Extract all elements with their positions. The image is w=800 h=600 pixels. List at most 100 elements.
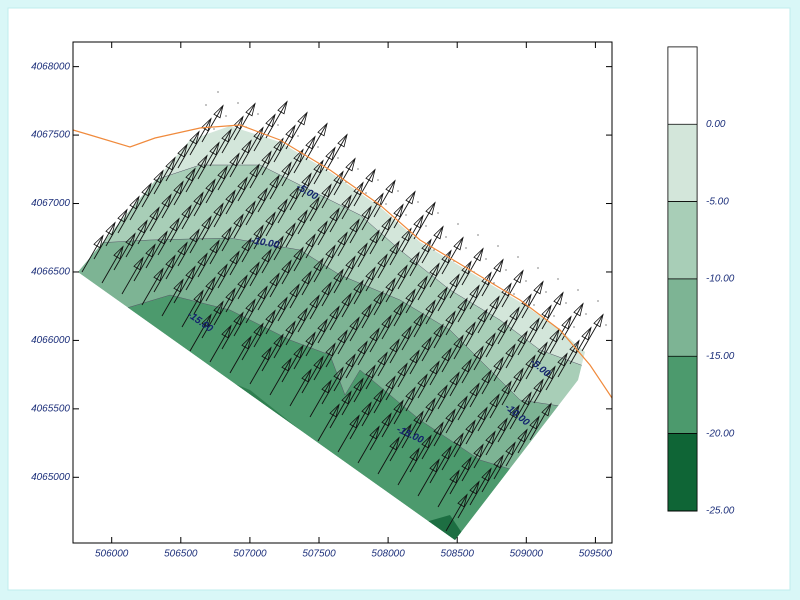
vector	[397, 252, 420, 290]
vector-head	[133, 256, 144, 271]
vector	[365, 352, 388, 390]
vector	[317, 208, 340, 246]
vector-head	[457, 493, 468, 508]
vector	[217, 153, 240, 191]
vector-head	[413, 312, 424, 327]
vector-head	[173, 278, 184, 293]
vector	[477, 296, 500, 334]
vector-head	[289, 283, 300, 298]
vector	[385, 265, 408, 303]
x-tick-label: 507500	[302, 549, 336, 560]
vector-head	[405, 386, 416, 401]
vector	[221, 116, 244, 154]
colorbar-band	[667, 433, 698, 512]
vector	[445, 298, 468, 336]
vector-head	[277, 296, 288, 311]
vector-head	[461, 358, 472, 373]
vector	[105, 209, 128, 247]
vector	[197, 142, 220, 180]
vector	[249, 347, 272, 385]
vector-dot	[553, 315, 555, 317]
vector	[397, 350, 420, 388]
vector-head	[265, 309, 276, 324]
vector-head	[333, 366, 344, 381]
vector-head	[213, 202, 224, 217]
vector-head	[401, 423, 412, 438]
vector	[265, 297, 288, 335]
vector-head	[561, 315, 572, 330]
vector	[101, 246, 124, 284]
vector-head	[533, 280, 544, 295]
vector-head	[557, 352, 568, 367]
vector	[181, 192, 204, 230]
vector-head	[517, 428, 528, 443]
vector-dot	[477, 234, 479, 236]
vector	[249, 249, 272, 287]
vector-head	[521, 293, 532, 308]
vector-head	[193, 289, 204, 304]
vector	[321, 269, 344, 307]
vector	[269, 162, 292, 200]
vector-head	[341, 390, 352, 405]
vector-head	[441, 249, 452, 264]
vector	[373, 278, 396, 316]
vector	[185, 155, 208, 193]
vector	[441, 335, 464, 373]
vector	[233, 299, 256, 337]
vector	[413, 300, 436, 338]
vector	[533, 366, 556, 404]
vector	[413, 398, 436, 436]
vector-head	[257, 285, 268, 300]
vector	[389, 424, 412, 462]
vector-head	[233, 115, 244, 130]
vector-head	[157, 230, 168, 245]
x-tick-label: 509500	[579, 549, 613, 560]
vector-head	[381, 314, 392, 329]
vector-head	[209, 239, 220, 254]
vector	[481, 259, 504, 297]
vector-head	[393, 301, 404, 316]
vector-head	[465, 419, 476, 434]
vector-head	[173, 180, 184, 195]
vector	[233, 201, 256, 239]
vector-head	[349, 218, 360, 233]
vector	[241, 323, 264, 361]
vector	[441, 237, 464, 275]
vector	[121, 257, 144, 295]
vector-head	[401, 227, 412, 242]
vector-head	[509, 404, 520, 419]
vector	[229, 140, 252, 178]
vector-head	[433, 323, 444, 338]
vector-head	[301, 368, 312, 383]
vector	[237, 262, 260, 300]
vector-dot	[217, 91, 219, 93]
vector	[257, 273, 280, 311]
vector	[409, 337, 432, 375]
vector	[281, 247, 304, 285]
vector-dot	[385, 203, 387, 205]
vector-head	[241, 139, 252, 154]
vector-dot	[457, 223, 459, 225]
vector	[237, 164, 260, 202]
vector-head	[425, 201, 436, 216]
vector	[285, 210, 308, 248]
vector-head	[413, 214, 424, 229]
colorbar-band	[667, 201, 698, 280]
vector-dot	[493, 282, 495, 284]
vector-head	[337, 133, 348, 148]
vector	[473, 333, 496, 371]
vector-head	[477, 406, 488, 421]
vector	[197, 240, 220, 278]
vector-head	[313, 355, 324, 370]
vector-head	[529, 317, 540, 332]
vector-head	[509, 306, 520, 321]
vector-head	[341, 194, 352, 209]
vector	[545, 353, 568, 391]
vector-dot	[205, 104, 207, 106]
vector-head	[405, 190, 416, 205]
vector	[449, 359, 472, 397]
vector-head	[397, 362, 408, 377]
vector-head	[237, 176, 248, 191]
vector	[513, 355, 536, 393]
vector	[413, 202, 436, 240]
